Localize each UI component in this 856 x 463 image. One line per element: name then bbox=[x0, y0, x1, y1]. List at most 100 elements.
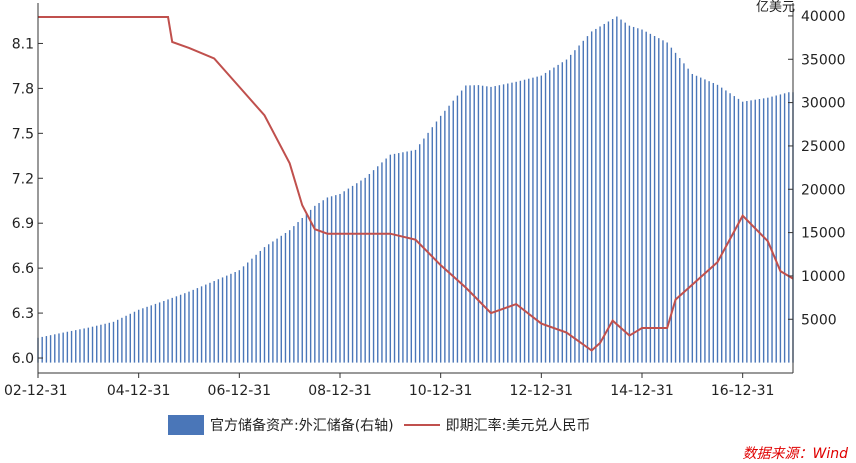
reserve-bar bbox=[62, 332, 64, 363]
reserve-bar bbox=[96, 325, 98, 363]
reserve-bar bbox=[758, 99, 761, 363]
right-tick-label: 20000 bbox=[801, 182, 846, 198]
reserve-bar bbox=[385, 158, 387, 363]
x-tick-label: 16-12-31 bbox=[711, 383, 775, 399]
reserve-bar bbox=[481, 85, 484, 363]
reserve-bar bbox=[456, 95, 459, 363]
reserve-bar bbox=[502, 84, 505, 363]
reserve-bar bbox=[628, 25, 631, 363]
reserve-bar bbox=[133, 311, 136, 363]
reserve-bar bbox=[188, 291, 190, 363]
reserve-bar bbox=[460, 90, 463, 363]
reserve-bar bbox=[649, 33, 652, 363]
reserve-bar bbox=[251, 258, 253, 363]
reserve-bar bbox=[679, 58, 681, 363]
reserve-bar bbox=[112, 321, 115, 363]
reserve-bar bbox=[574, 50, 576, 363]
reserve-bar bbox=[565, 59, 568, 363]
right-tick-label: 40000 bbox=[801, 9, 846, 25]
reserve-bar bbox=[368, 174, 371, 363]
reserve-bar bbox=[536, 76, 538, 363]
reserve-bar bbox=[284, 232, 287, 363]
reserve-bar bbox=[91, 326, 94, 363]
legend-bar-label: 官方储备资产:外汇储备(右轴) bbox=[210, 418, 394, 434]
reserve-bar bbox=[205, 284, 207, 363]
left-tick-label: 6.9 bbox=[12, 216, 34, 232]
right-tick-label: 15000 bbox=[801, 226, 846, 242]
reserve-bar bbox=[272, 241, 274, 363]
reserve-bar bbox=[402, 152, 404, 363]
reserve-bar bbox=[473, 85, 475, 363]
reserve-bar bbox=[599, 26, 601, 363]
reserve-bar bbox=[569, 54, 572, 363]
reserve-bar bbox=[741, 101, 744, 363]
reserve-bar bbox=[528, 78, 530, 363]
reserve-bar bbox=[544, 72, 547, 363]
reserve-bar bbox=[410, 150, 413, 363]
reserve-bar bbox=[234, 272, 236, 363]
reserve-bar bbox=[414, 149, 417, 363]
reserve-bar bbox=[79, 329, 81, 363]
reserve-bar bbox=[700, 77, 702, 363]
reserve-bar bbox=[297, 222, 299, 363]
left-tick-label: 6.3 bbox=[12, 306, 34, 322]
reserve-bar bbox=[452, 100, 454, 363]
reserve-bar bbox=[209, 282, 211, 363]
reserve-bar bbox=[247, 262, 249, 363]
reserve-bar bbox=[737, 98, 740, 363]
reserve-bar bbox=[389, 154, 392, 363]
legend-line-label: 即期汇率:美元兑人民币 bbox=[445, 418, 591, 434]
reserve-bar bbox=[637, 28, 639, 363]
reserve-bar bbox=[360, 180, 362, 363]
reserve-bar bbox=[515, 81, 517, 363]
reserve-bar bbox=[498, 85, 501, 363]
reserve-bar bbox=[330, 196, 333, 363]
reserve-bar bbox=[83, 328, 85, 363]
reserve-bar bbox=[200, 286, 203, 363]
x-tick-label: 10-12-31 bbox=[409, 383, 473, 399]
reserve-bar bbox=[217, 279, 220, 363]
x-tick-label: 06-12-31 bbox=[208, 383, 272, 399]
reserve-bar bbox=[226, 275, 228, 363]
legend-line-swatch bbox=[403, 424, 440, 426]
reserve-bar bbox=[435, 121, 438, 363]
reserve-bar bbox=[314, 205, 316, 363]
reserve-bar bbox=[263, 247, 266, 363]
reserve-bar bbox=[158, 302, 161, 363]
left-tick-label: 7.5 bbox=[12, 126, 34, 142]
right-tick-label: 25000 bbox=[801, 139, 846, 155]
reserve-bar bbox=[318, 203, 320, 363]
reserve-bar bbox=[729, 93, 731, 363]
reserve-bar bbox=[775, 95, 777, 363]
left-tick-label: 7.8 bbox=[12, 81, 34, 97]
reserve-bar bbox=[49, 335, 52, 363]
reserve-bar bbox=[280, 235, 282, 363]
reserve-bar bbox=[372, 170, 375, 363]
reserve-bar bbox=[695, 75, 698, 363]
x-tick-label: 02-12-31 bbox=[4, 383, 68, 399]
reserve-bar bbox=[335, 195, 337, 363]
reserve-bar bbox=[716, 84, 719, 363]
reserve-bar bbox=[444, 110, 446, 363]
reserve-bar bbox=[712, 83, 715, 363]
reserve-bar bbox=[184, 293, 186, 363]
right-tick-label: 35000 bbox=[801, 52, 846, 68]
reserve-bar bbox=[125, 315, 127, 363]
reserve-bar bbox=[779, 94, 782, 363]
reserve-bar bbox=[238, 270, 241, 363]
reserve-bar bbox=[624, 22, 626, 363]
reserve-bar bbox=[607, 21, 610, 363]
left-tick-label: 6.0 bbox=[12, 351, 34, 367]
reserve-bar bbox=[163, 300, 165, 363]
reserve-bar bbox=[196, 288, 199, 363]
reserve-bar bbox=[171, 297, 173, 363]
right-tick-label: 10000 bbox=[801, 269, 846, 285]
x-tick-label: 08-12-31 bbox=[308, 383, 372, 399]
reserve-bar bbox=[691, 73, 694, 363]
reserve-bar bbox=[221, 277, 224, 363]
right-tick-label: 5000 bbox=[801, 312, 837, 328]
reserve-bar bbox=[783, 93, 786, 363]
reserve-bar bbox=[116, 319, 119, 363]
reserve-bar bbox=[322, 200, 324, 363]
